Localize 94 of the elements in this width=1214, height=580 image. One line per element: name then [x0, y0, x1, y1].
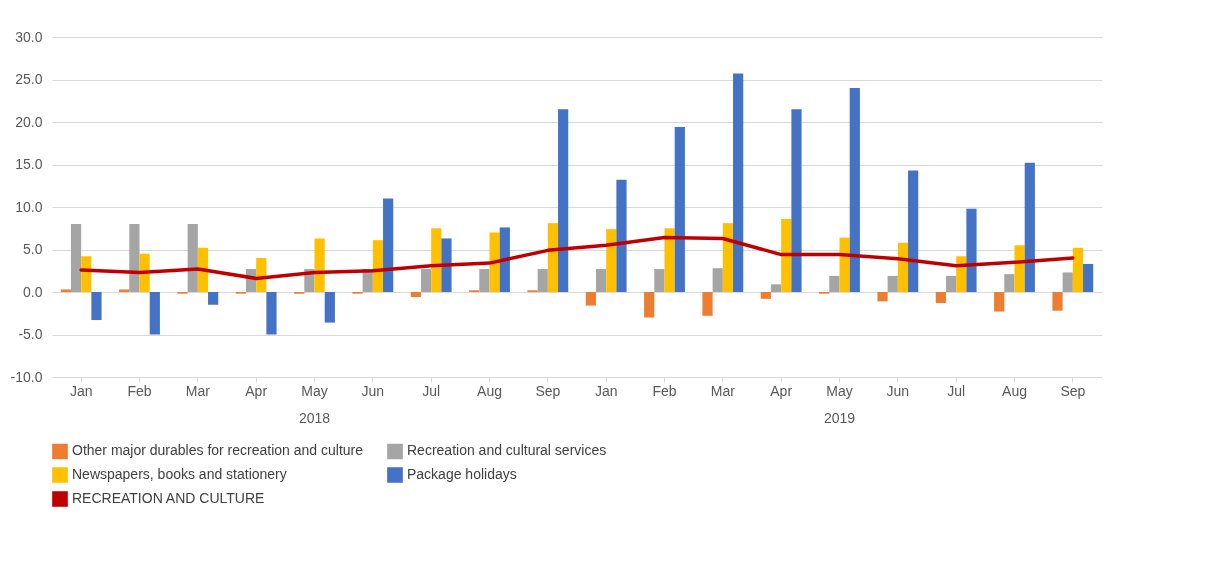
- bar: [935, 292, 946, 304]
- bar: [733, 73, 744, 292]
- bar: [1062, 272, 1073, 292]
- bar: [760, 292, 771, 299]
- bar: [877, 292, 888, 302]
- bar: [770, 284, 782, 292]
- bar: [208, 292, 219, 305]
- line-series: [79, 235, 1075, 281]
- x-tick-label: Jul: [422, 382, 441, 399]
- bar: [887, 275, 898, 292]
- bar: [187, 224, 198, 292]
- bar: [537, 269, 548, 292]
- bar: [781, 218, 792, 292]
- bar: [664, 228, 675, 292]
- x-tick-label: May: [301, 382, 328, 399]
- bar: [829, 275, 840, 292]
- bar: [1004, 274, 1015, 292]
- bar: [674, 127, 685, 292]
- x-tick-label: Aug: [1002, 382, 1027, 399]
- bar: [849, 88, 860, 292]
- bar: [1083, 263, 1094, 292]
- y-tick-label: -10.0: [10, 368, 43, 385]
- bar: [119, 289, 130, 292]
- x-tick-label: Jun: [361, 382, 385, 399]
- bar: [410, 292, 421, 298]
- bar: [702, 292, 713, 316]
- bar: [324, 292, 335, 323]
- x-tick-label: Jan: [69, 382, 93, 399]
- bar: [70, 224, 82, 292]
- bar: [499, 227, 510, 292]
- bar: [314, 238, 325, 292]
- bar: [441, 238, 452, 292]
- x-tick-label: Sep: [535, 382, 561, 399]
- bar: [839, 237, 850, 292]
- bar: [383, 198, 394, 292]
- y-tick-label: 25.0: [15, 71, 43, 87]
- y-tick-label: 5.0: [23, 241, 43, 257]
- bar: [1072, 247, 1084, 292]
- bar: [712, 268, 723, 292]
- legend-label: Recreation and cultural services: [407, 442, 607, 459]
- bar: [1014, 245, 1025, 292]
- bar: [431, 228, 442, 292]
- text: 2019: [823, 410, 856, 426]
- y-tick-label: 20.0: [15, 113, 43, 130]
- x-tick-label: Jul: [947, 382, 966, 399]
- bar: [956, 256, 967, 292]
- bar: [654, 269, 665, 292]
- bar: [897, 242, 909, 292]
- x-tick-label: May: [826, 382, 853, 399]
- y-tick-label: 0.0: [23, 283, 43, 300]
- bar: [266, 292, 277, 335]
- bar: [791, 109, 802, 292]
- legend-label: Newspapers, books and stationery: [72, 466, 287, 482]
- bar: [966, 208, 977, 292]
- bar: [595, 269, 607, 292]
- bar: [149, 292, 160, 335]
- bar: [558, 109, 569, 292]
- legend-label: Package holidays: [407, 466, 517, 482]
- legend-label: RECREATION AND CULTURE: [72, 490, 265, 506]
- bar: [420, 269, 432, 292]
- y-tick-label: 15.0: [15, 156, 43, 172]
- bar: [129, 224, 140, 292]
- bar: [1024, 162, 1035, 292]
- x-tick-label: Mar: [185, 382, 211, 399]
- x-tick-label: Feb: [652, 382, 677, 399]
- bar: [585, 292, 596, 306]
- bar: [489, 232, 500, 292]
- x-tick-label: Feb: [127, 382, 152, 399]
- bar: [197, 247, 209, 292]
- bar: [616, 179, 627, 292]
- x-tick-label: Jan: [594, 382, 618, 399]
- bar: [644, 292, 655, 318]
- x-tick-label: Sep: [1060, 382, 1086, 399]
- x-tick-label: Aug: [477, 382, 502, 399]
- bar: [60, 289, 71, 292]
- y-tick-label: 10.0: [15, 198, 43, 215]
- legend-label: Other major durables for recreation and culture: [72, 442, 364, 459]
- bar: [722, 223, 734, 292]
- x-tick-label: Jun: [886, 382, 910, 399]
- x-tick-label: Apr: [770, 382, 793, 399]
- x-tick-label: Mar: [710, 382, 736, 399]
- bar: [547, 223, 559, 292]
- y-tick-label: 30.0: [15, 28, 43, 45]
- text: 2018: [298, 410, 331, 426]
- bar: [908, 170, 919, 292]
- bar: [994, 292, 1005, 312]
- bar: [1052, 292, 1063, 311]
- bar: [479, 269, 490, 292]
- bar: [372, 240, 384, 292]
- y-tick-label: -5.0: [18, 326, 43, 342]
- bar: [91, 292, 102, 321]
- bar: [606, 229, 617, 292]
- bar: [945, 275, 957, 292]
- x-tick-label: Apr: [245, 382, 268, 399]
